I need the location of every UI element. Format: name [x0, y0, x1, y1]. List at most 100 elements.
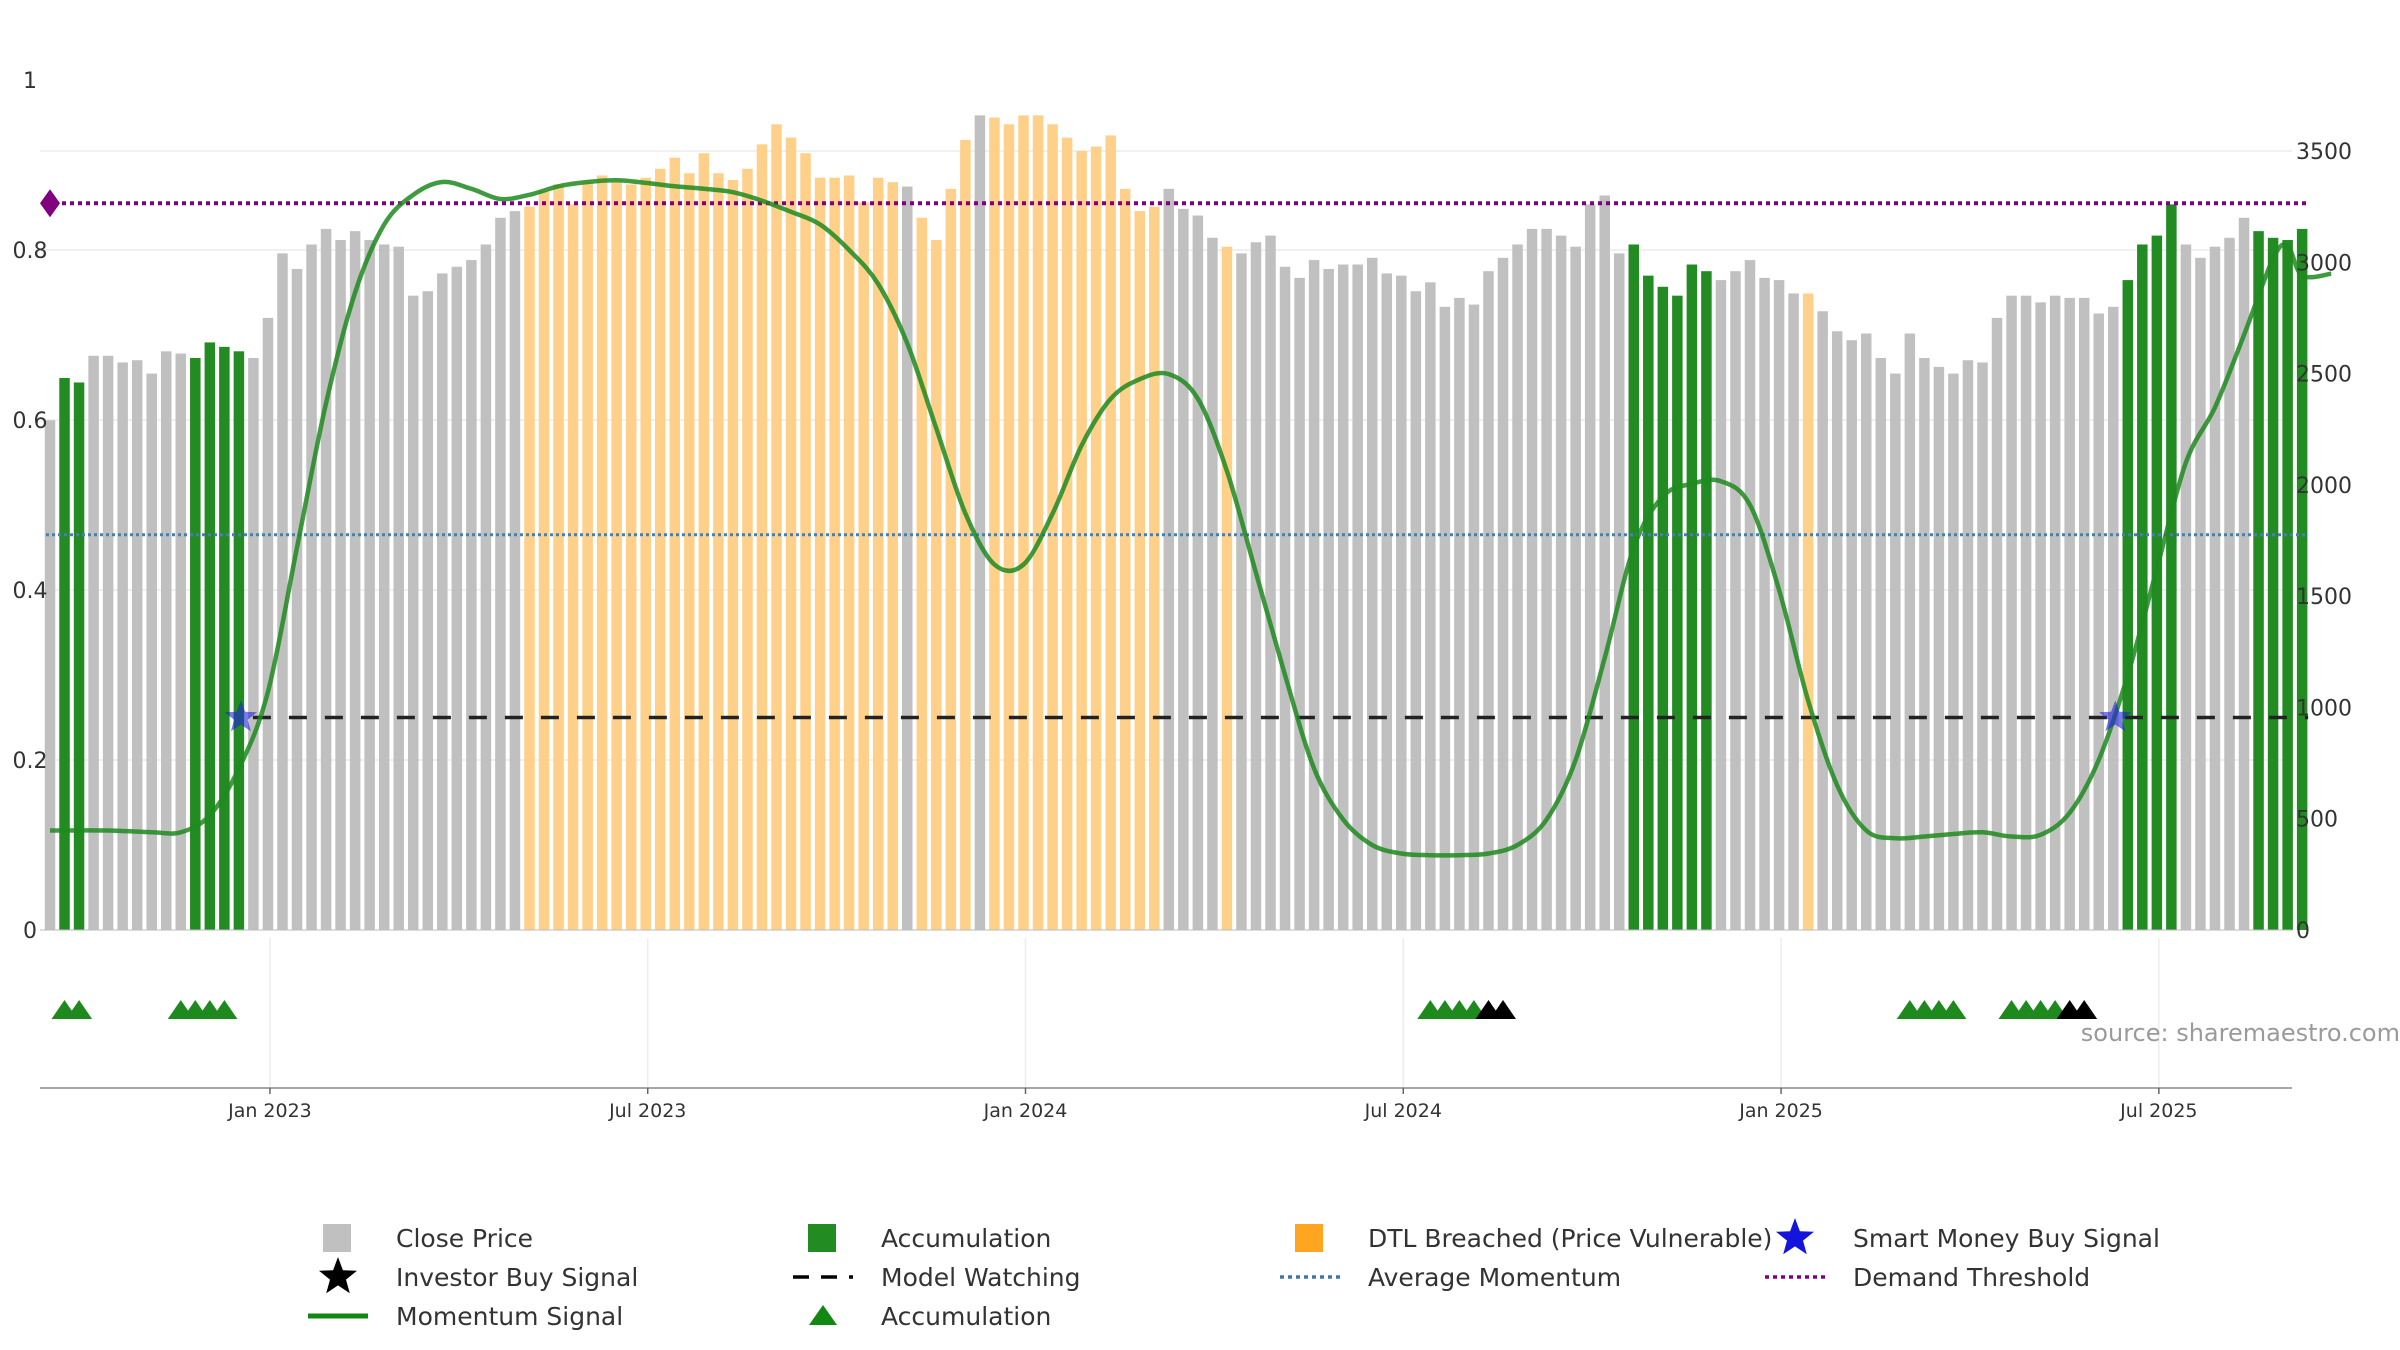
dtl-breached-bar — [524, 206, 535, 930]
dtl-breached-bar — [1802, 293, 1814, 930]
x-tick-label: Jan 2024 — [983, 1100, 1068, 1122]
legend-label: Model Watching — [881, 1263, 1081, 1292]
close-price-bar — [1875, 357, 1887, 930]
close-price-bar — [2020, 295, 2032, 930]
close-price-bar — [1163, 188, 1175, 931]
close-price-bar — [1788, 293, 1799, 930]
close-price-bar — [262, 317, 274, 930]
dtl-breached-bar — [553, 184, 564, 930]
right-tick-label: 2000 — [2296, 474, 2352, 499]
close-price-bar — [1599, 195, 1610, 930]
accumulation-marker — [66, 1000, 93, 1019]
close-price-bar — [1831, 331, 1843, 930]
close-price-bar — [1991, 317, 2003, 930]
close-price-bar — [1962, 360, 1974, 931]
close-price-bar — [364, 240, 375, 930]
close-price-bar — [902, 186, 913, 931]
accumulation-bar — [219, 346, 230, 930]
close-price-bar — [2238, 217, 2250, 930]
left-tick-label: 0.2 — [13, 749, 48, 774]
dtl-breached-bar — [582, 182, 593, 930]
dtl-breached-bar — [1119, 188, 1131, 931]
close-price-bar — [1715, 280, 1727, 931]
close-price-bar — [1250, 242, 1262, 930]
close-price-bar — [1425, 282, 1436, 930]
legend-item: Average Momentum — [1280, 1263, 1621, 1292]
right-tick-label: 3500 — [2296, 140, 2352, 165]
close-price-bar — [175, 353, 187, 930]
close-price-bar — [1308, 260, 1320, 930]
close-price-bar — [1236, 253, 1247, 930]
x-tick-label: Jul 2024 — [1364, 1100, 1442, 1122]
close-price-bar — [1483, 271, 1494, 930]
left-tick-label: 1 — [23, 69, 37, 94]
close-price-bar — [1526, 228, 1538, 930]
dtl-breached-bar — [814, 177, 826, 930]
accumulation-bar — [2296, 228, 2308, 930]
dtl-breached-bar — [655, 168, 666, 930]
legend-item: Accumulation — [808, 1224, 1051, 1253]
close-price-bar — [131, 360, 143, 931]
close-price-bar — [1381, 273, 1393, 930]
close-price-bar — [1759, 277, 1770, 930]
close-price-bar — [1977, 362, 1988, 930]
legend-star — [319, 1257, 357, 1294]
smart-money-buy-star — [224, 700, 258, 732]
close-price-bar — [1410, 291, 1422, 931]
close-price-bar — [1904, 333, 1916, 930]
accumulation-bar — [2151, 235, 2163, 930]
dtl-breached-bar — [713, 173, 724, 930]
accumulation-marker — [1940, 1000, 1967, 1019]
accumulation-bar — [1701, 271, 1712, 930]
close-price-bar — [1933, 366, 1945, 930]
close-price-bar — [1846, 340, 1857, 930]
close-price-bar — [1948, 373, 1959, 930]
accumulation-bar — [2137, 244, 2148, 931]
close-price-bar — [1497, 257, 1509, 931]
close-price-bar — [88, 355, 99, 930]
legend-item: Model Watching — [793, 1263, 1081, 1292]
close-price-bar — [1730, 271, 1741, 930]
source-label: source: sharemaestro.com — [2081, 1019, 2400, 1047]
close-price-bar — [146, 373, 157, 930]
legend-item: Demand Threshold — [1765, 1263, 2090, 1292]
signal-markers — [51, 1000, 2098, 1019]
accumulation-bar — [73, 382, 85, 931]
dtl-breached-bar — [916, 217, 928, 930]
dtl-breached-bar — [843, 175, 855, 931]
dtl-breached-bar — [1090, 146, 1102, 931]
legend-triangle — [809, 1305, 837, 1325]
legend-label: Demand Threshold — [1853, 1263, 2090, 1292]
accumulation-bar — [1657, 286, 1669, 930]
dtl-breached-bar — [1018, 115, 1029, 930]
dtl-breached-bar — [538, 191, 550, 930]
x-tick-label: Jan 2025 — [1738, 1100, 1823, 1122]
close-price-bar — [1919, 357, 1930, 930]
investor-buy-marker — [1490, 1000, 1516, 1019]
legend-label: DTL Breached (Price Vulnerable) — [1368, 1224, 1772, 1253]
legend-swatch — [323, 1224, 351, 1252]
legend-item: Momentum Signal — [308, 1302, 623, 1331]
x-tick-label: Jul 2025 — [2119, 1100, 2197, 1122]
dtl-breached-bar — [945, 188, 957, 931]
close-price-bar — [1192, 215, 1204, 931]
close-price-bar — [102, 355, 114, 930]
reference-lines — [40, 189, 2309, 720]
close-price-bar — [1817, 311, 1828, 930]
legend-label: Average Momentum — [1368, 1263, 1621, 1292]
close-price-bar — [1861, 333, 1872, 930]
right-tick-label: 1500 — [2296, 585, 2352, 610]
x-tick-label: Jul 2023 — [608, 1100, 686, 1122]
close-price-bar — [408, 295, 419, 930]
dtl-breached-bar — [611, 182, 622, 930]
left-tick-label: 0.8 — [13, 239, 48, 264]
close-price-bar — [2195, 257, 2206, 931]
close-price-bar — [2035, 302, 2046, 931]
dtl-breached-bar — [989, 117, 1000, 931]
dtl-breached-bar — [1003, 124, 1015, 931]
price-bars — [44, 115, 2308, 931]
accumulation-bar — [1672, 295, 1683, 930]
right-tick-label: 0 — [2296, 919, 2310, 944]
dtl-breached-bar — [625, 184, 637, 930]
close-price-bar — [422, 291, 434, 931]
